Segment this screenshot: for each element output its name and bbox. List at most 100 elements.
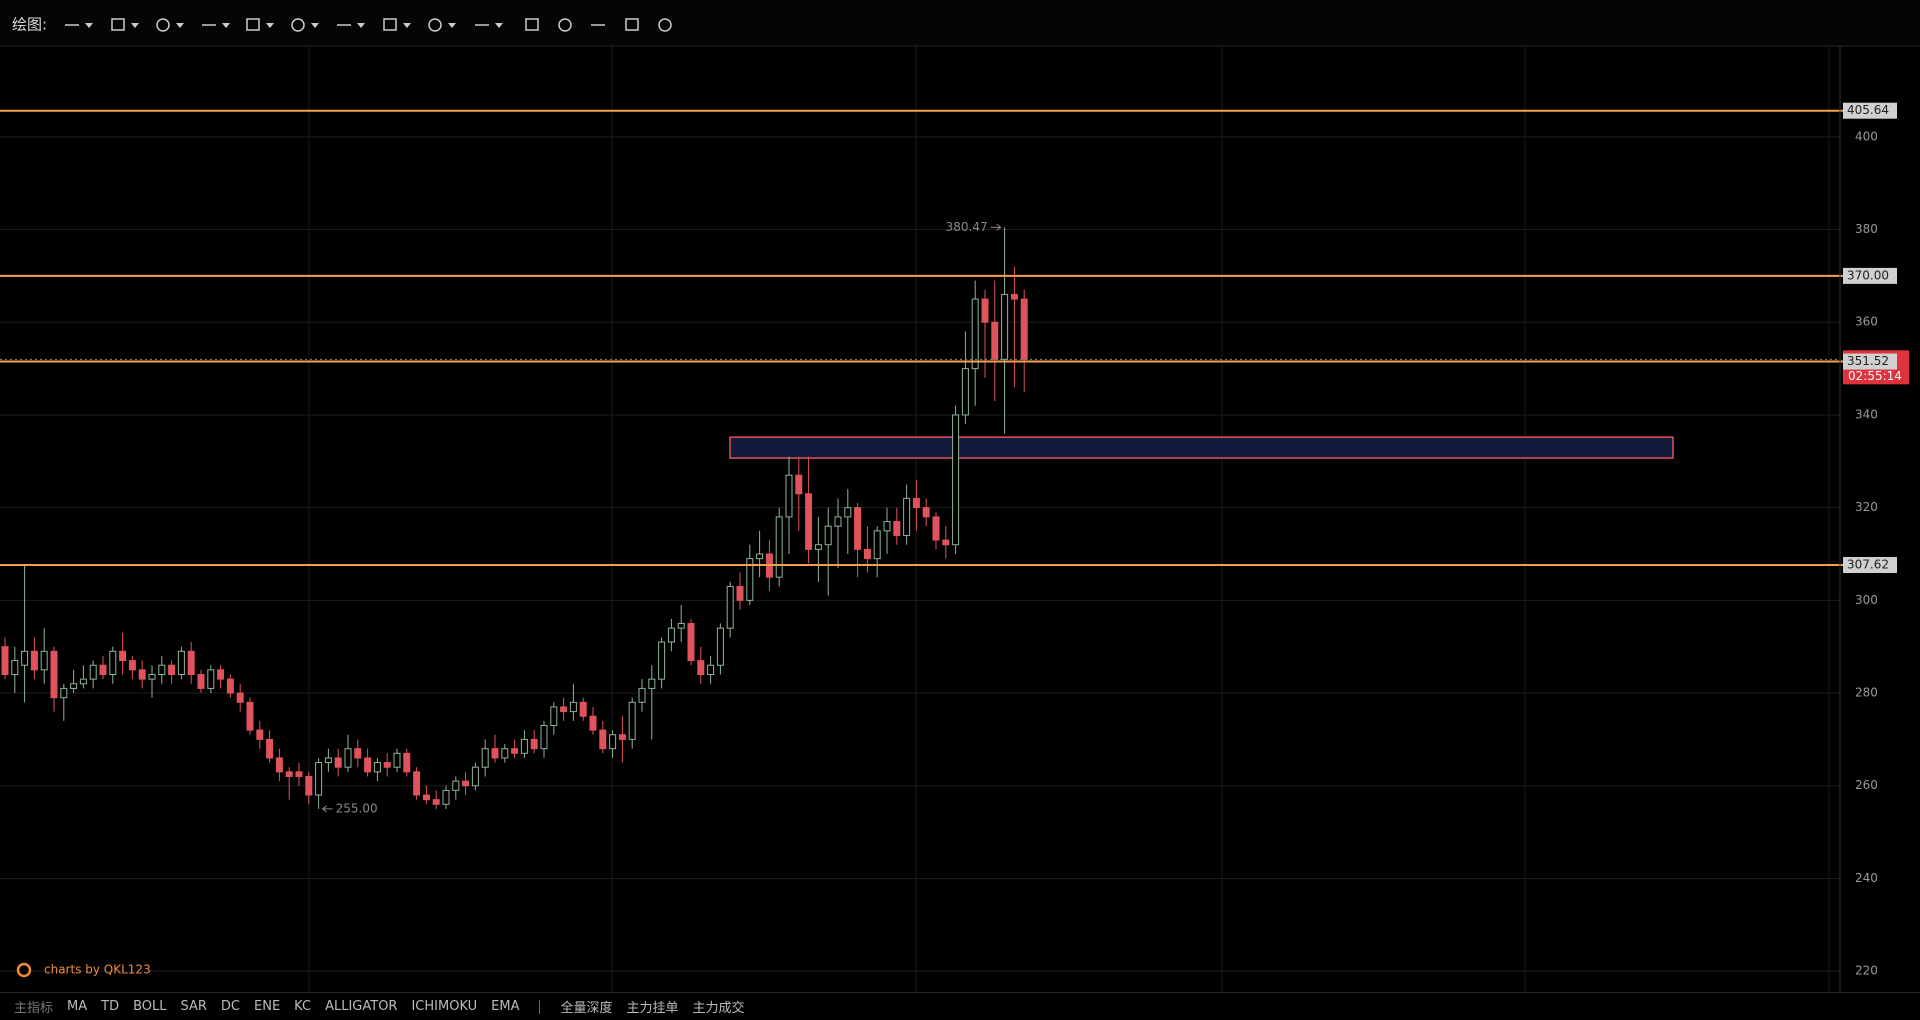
icon-box (246, 18, 260, 31)
candle-body (217, 669, 225, 680)
tool-icon[interactable] (383, 18, 411, 31)
tool-icon[interactable] (337, 23, 365, 28)
candle-body (736, 585, 744, 601)
price-line-label: 351.52 (1847, 354, 1889, 368)
candle-body (795, 474, 803, 495)
candle-body (442, 789, 450, 805)
candle-body (707, 664, 715, 676)
indicator-item[interactable]: MA (67, 999, 88, 1014)
candle-body (383, 762, 391, 768)
candle-body (520, 738, 528, 754)
annotation: 380.47 (946, 220, 988, 234)
icon-circle (428, 18, 442, 32)
icon-caret (403, 23, 411, 28)
toolbar-icons[interactable] (65, 18, 672, 32)
candle-body (716, 627, 724, 666)
price-line-label: 370.00 (1847, 268, 1889, 282)
indicator-item[interactable]: TD (101, 999, 120, 1014)
tool-icon[interactable] (525, 18, 539, 31)
annotation: 255.00 (336, 801, 378, 815)
zone (729, 436, 1674, 459)
candle-body (481, 748, 489, 768)
icon-box (525, 18, 539, 31)
candle-body (893, 521, 901, 536)
logo (16, 962, 32, 978)
candle-body (422, 794, 430, 801)
candle-body (501, 748, 509, 759)
candle-body (1, 646, 9, 676)
indicator-item[interactable]: 全量深度 (560, 1001, 613, 1016)
candle-body (334, 757, 342, 768)
candle-body (403, 752, 411, 773)
candle-body (21, 650, 29, 666)
candle-body (236, 692, 244, 703)
indicator-item[interactable]: ICHIMOKU (411, 999, 478, 1014)
candle-body (295, 771, 303, 777)
candle-body (285, 771, 293, 777)
candle-body (677, 623, 685, 629)
candle-body (922, 507, 930, 518)
annotation-arrowhead (996, 223, 1002, 231)
candle-body (589, 715, 597, 731)
candle-body (569, 701, 577, 713)
tool-icon[interactable] (658, 18, 672, 32)
y-tick-label: 240 (1855, 871, 1878, 885)
indicator-item[interactable]: DC (220, 999, 241, 1014)
candle-body (1020, 298, 1028, 360)
candle-body (344, 748, 352, 768)
candle-body (971, 298, 979, 370)
tool-icon[interactable] (246, 18, 274, 31)
candle-body (354, 748, 362, 759)
candle-body (854, 507, 862, 550)
icon-circle (156, 18, 170, 32)
icon-caret (131, 23, 139, 28)
tool-icon[interactable] (558, 18, 572, 32)
candle-body (981, 298, 989, 323)
indicator-item[interactable]: ALLIGATOR (325, 999, 398, 1014)
icon-caret (448, 23, 456, 28)
tool-icon[interactable] (475, 23, 503, 28)
candle-body (432, 799, 440, 805)
indicator-bar: 主指标 MA TD BOLL SAR DC ENE KC ALLIGATOR ICHIMOKU EM… (0, 992, 1920, 1020)
indicator-item[interactable]: 主力成交 (692, 1001, 745, 1016)
candle-body (863, 548, 871, 560)
indicator-item[interactable]: EMA (491, 999, 520, 1014)
y-tick-label: 380 (1855, 222, 1878, 236)
tool-icon[interactable] (625, 18, 639, 31)
indicator-item[interactable]: KC (294, 999, 312, 1014)
candle-body (315, 762, 323, 796)
tool-icon[interactable] (291, 18, 319, 32)
tool-icon[interactable] (202, 23, 230, 28)
tool-icon[interactable] (156, 18, 184, 32)
indicator-item[interactable]: 主指标 (14, 1001, 54, 1016)
candle-body (305, 775, 313, 796)
candle-body (667, 627, 675, 643)
candle-body (648, 678, 656, 689)
icon-box (111, 18, 125, 31)
tool-icon[interactable] (111, 18, 139, 31)
icon-caret (222, 23, 230, 28)
candle-body (197, 674, 205, 689)
y-tick-label: 400 (1855, 129, 1878, 143)
tool-icon[interactable] (428, 18, 456, 32)
indicator-item[interactable]: BOLL (133, 999, 167, 1014)
y-tick-label: 260 (1855, 778, 1878, 792)
candle-body (658, 641, 666, 680)
indicator-item[interactable]: 主力挂单 (626, 1001, 679, 1016)
indicator-item[interactable]: SAR (180, 999, 207, 1014)
plot (0, 46, 1843, 992)
icon-box (383, 18, 397, 31)
candle-body (138, 669, 146, 680)
indicator-item[interactable]: ENE (254, 999, 281, 1014)
candle-body (70, 683, 78, 689)
candle-body (883, 521, 891, 532)
candle-body (266, 738, 274, 759)
candle-body (785, 474, 793, 518)
chart: 绘图: charts by QKL123 220 240 260 280 300 320 3… (0, 15, 1920, 992)
candle-body (226, 678, 234, 694)
candle-body (540, 724, 548, 750)
candle-body (373, 762, 381, 773)
tool-icon[interactable] (65, 23, 93, 28)
candle-body (1010, 293, 1018, 300)
